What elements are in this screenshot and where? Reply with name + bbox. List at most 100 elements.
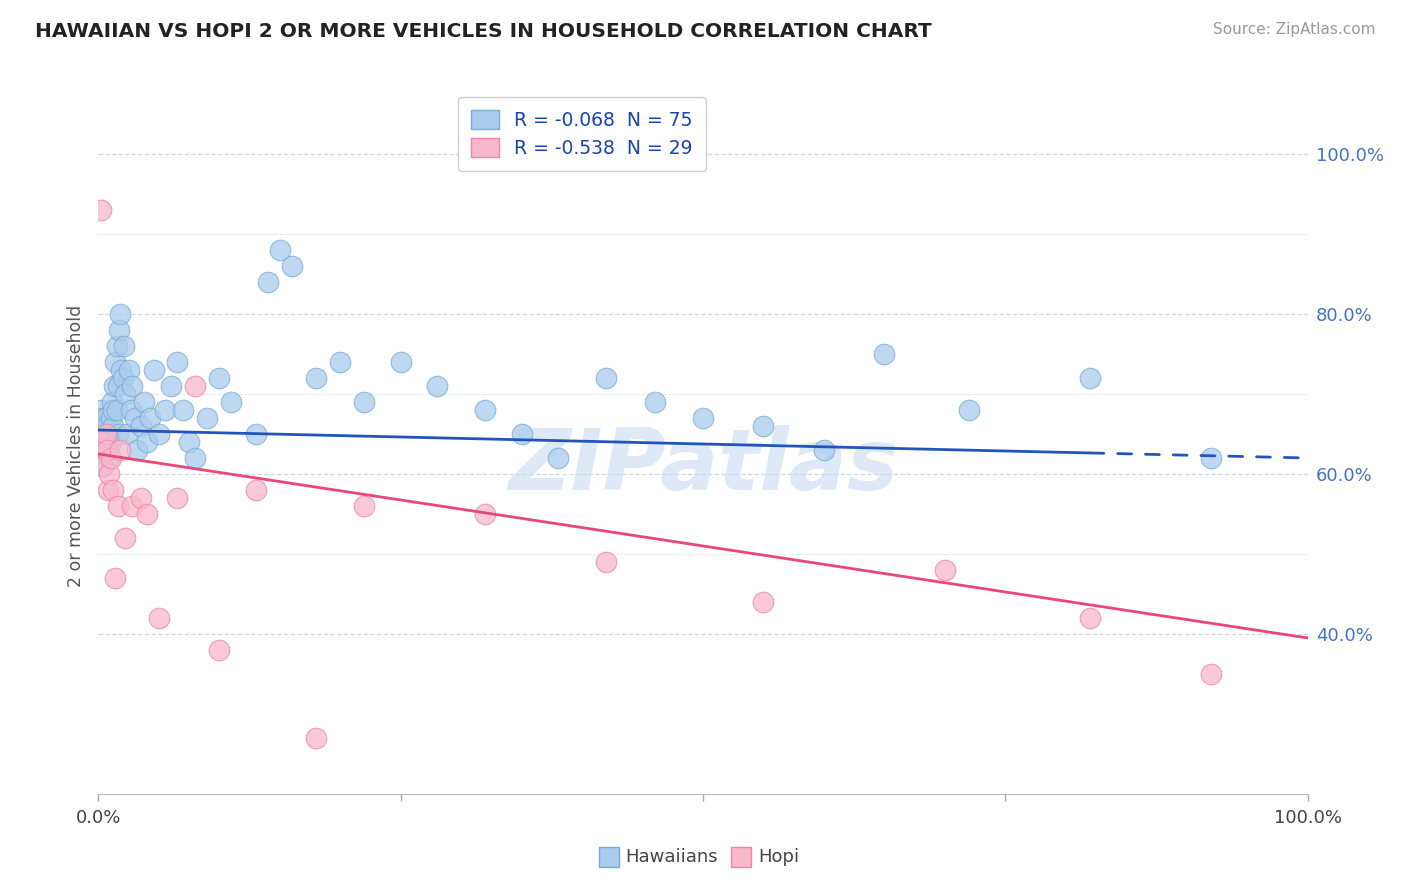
Point (91, 435, 114, 450)
Point (94, 442, 117, 457)
Point (93, 435, 115, 450)
Point (245, 483, 267, 497)
Point (118, 363, 141, 377)
Point (100, 450, 122, 465)
Point (256, 275, 278, 289)
Point (100, 411, 122, 425)
Point (97, 483, 120, 497)
Legend: R = -0.068  N = 75, R = -0.538  N = 29: R = -0.068 N = 75, R = -0.538 N = 29 (458, 97, 706, 170)
Point (644, 395, 666, 409)
Point (90, 419, 112, 434)
Point (934, 563, 956, 577)
Point (208, 371, 231, 385)
Point (208, 643, 231, 657)
Point (595, 371, 617, 385)
Point (96, 419, 118, 434)
Point (135, 435, 157, 450)
Point (124, 411, 146, 425)
Point (474, 507, 496, 521)
Point (121, 499, 143, 513)
Point (813, 442, 835, 457)
Point (117, 427, 139, 442)
Point (120, 403, 142, 417)
Point (353, 395, 375, 409)
Point (595, 555, 617, 569)
Point (96, 435, 118, 450)
Point (510, 427, 533, 442)
Point (90, 203, 112, 218)
Point (98, 467, 121, 481)
Point (179, 435, 201, 450)
Point (1199, 667, 1222, 681)
Point (121, 379, 143, 393)
Point (127, 442, 149, 457)
Y-axis label: 2 or more Vehicles in Household: 2 or more Vehicles in Household (66, 305, 84, 587)
Point (105, 403, 128, 417)
Point (281, 259, 304, 273)
Point (172, 403, 194, 417)
Point (873, 347, 896, 361)
Point (129, 491, 152, 505)
Point (98, 427, 121, 442)
Point (135, 507, 157, 521)
Point (98, 450, 121, 465)
Point (104, 571, 127, 585)
Point (94, 411, 117, 425)
Point (752, 595, 775, 609)
Text: Source: ZipAtlas.com: Source: ZipAtlas.com (1212, 22, 1375, 37)
Point (139, 411, 162, 425)
Point (103, 379, 125, 393)
Point (107, 499, 129, 513)
Point (129, 419, 152, 434)
Point (160, 379, 183, 393)
Point (105, 339, 128, 353)
Point (90, 403, 112, 417)
Point (269, 243, 291, 257)
Point (221, 395, 243, 409)
Point (134, 395, 156, 409)
Point (114, 387, 136, 401)
Point (1078, 611, 1101, 625)
Point (101, 483, 124, 497)
Point (108, 323, 131, 337)
Point (195, 411, 218, 425)
Text: Hawaiians: Hawaiians (626, 848, 718, 866)
Point (101, 403, 124, 417)
Point (426, 379, 449, 393)
Point (166, 491, 188, 505)
Point (148, 427, 170, 442)
Point (110, 363, 132, 377)
Point (305, 731, 328, 745)
Text: Hopi: Hopi (758, 848, 799, 866)
Point (245, 427, 267, 442)
Point (100, 395, 122, 409)
Point (91, 411, 114, 425)
Point (166, 355, 188, 369)
Point (100, 435, 122, 450)
Point (143, 363, 166, 377)
Point (97, 442, 120, 457)
Point (91, 427, 114, 442)
Point (91, 458, 114, 473)
Point (547, 450, 569, 465)
Point (692, 411, 714, 425)
Point (957, 403, 980, 417)
Point (1199, 450, 1222, 465)
Point (108, 307, 131, 321)
Point (305, 371, 328, 385)
Point (89, 423, 111, 437)
Point (96, 442, 118, 457)
Point (104, 355, 127, 369)
Point (94, 427, 117, 442)
Point (1078, 371, 1101, 385)
Point (107, 427, 129, 442)
Text: HAWAIIAN VS HOPI 2 OR MORE VEHICLES IN HOUSEHOLD CORRELATION CHART: HAWAIIAN VS HOPI 2 OR MORE VEHICLES IN H… (35, 22, 932, 41)
Point (752, 419, 775, 434)
Point (329, 355, 352, 369)
Point (108, 442, 131, 457)
Point (91, 458, 114, 473)
Point (107, 379, 129, 393)
Point (184, 450, 207, 465)
Point (389, 355, 412, 369)
Point (91, 442, 114, 457)
